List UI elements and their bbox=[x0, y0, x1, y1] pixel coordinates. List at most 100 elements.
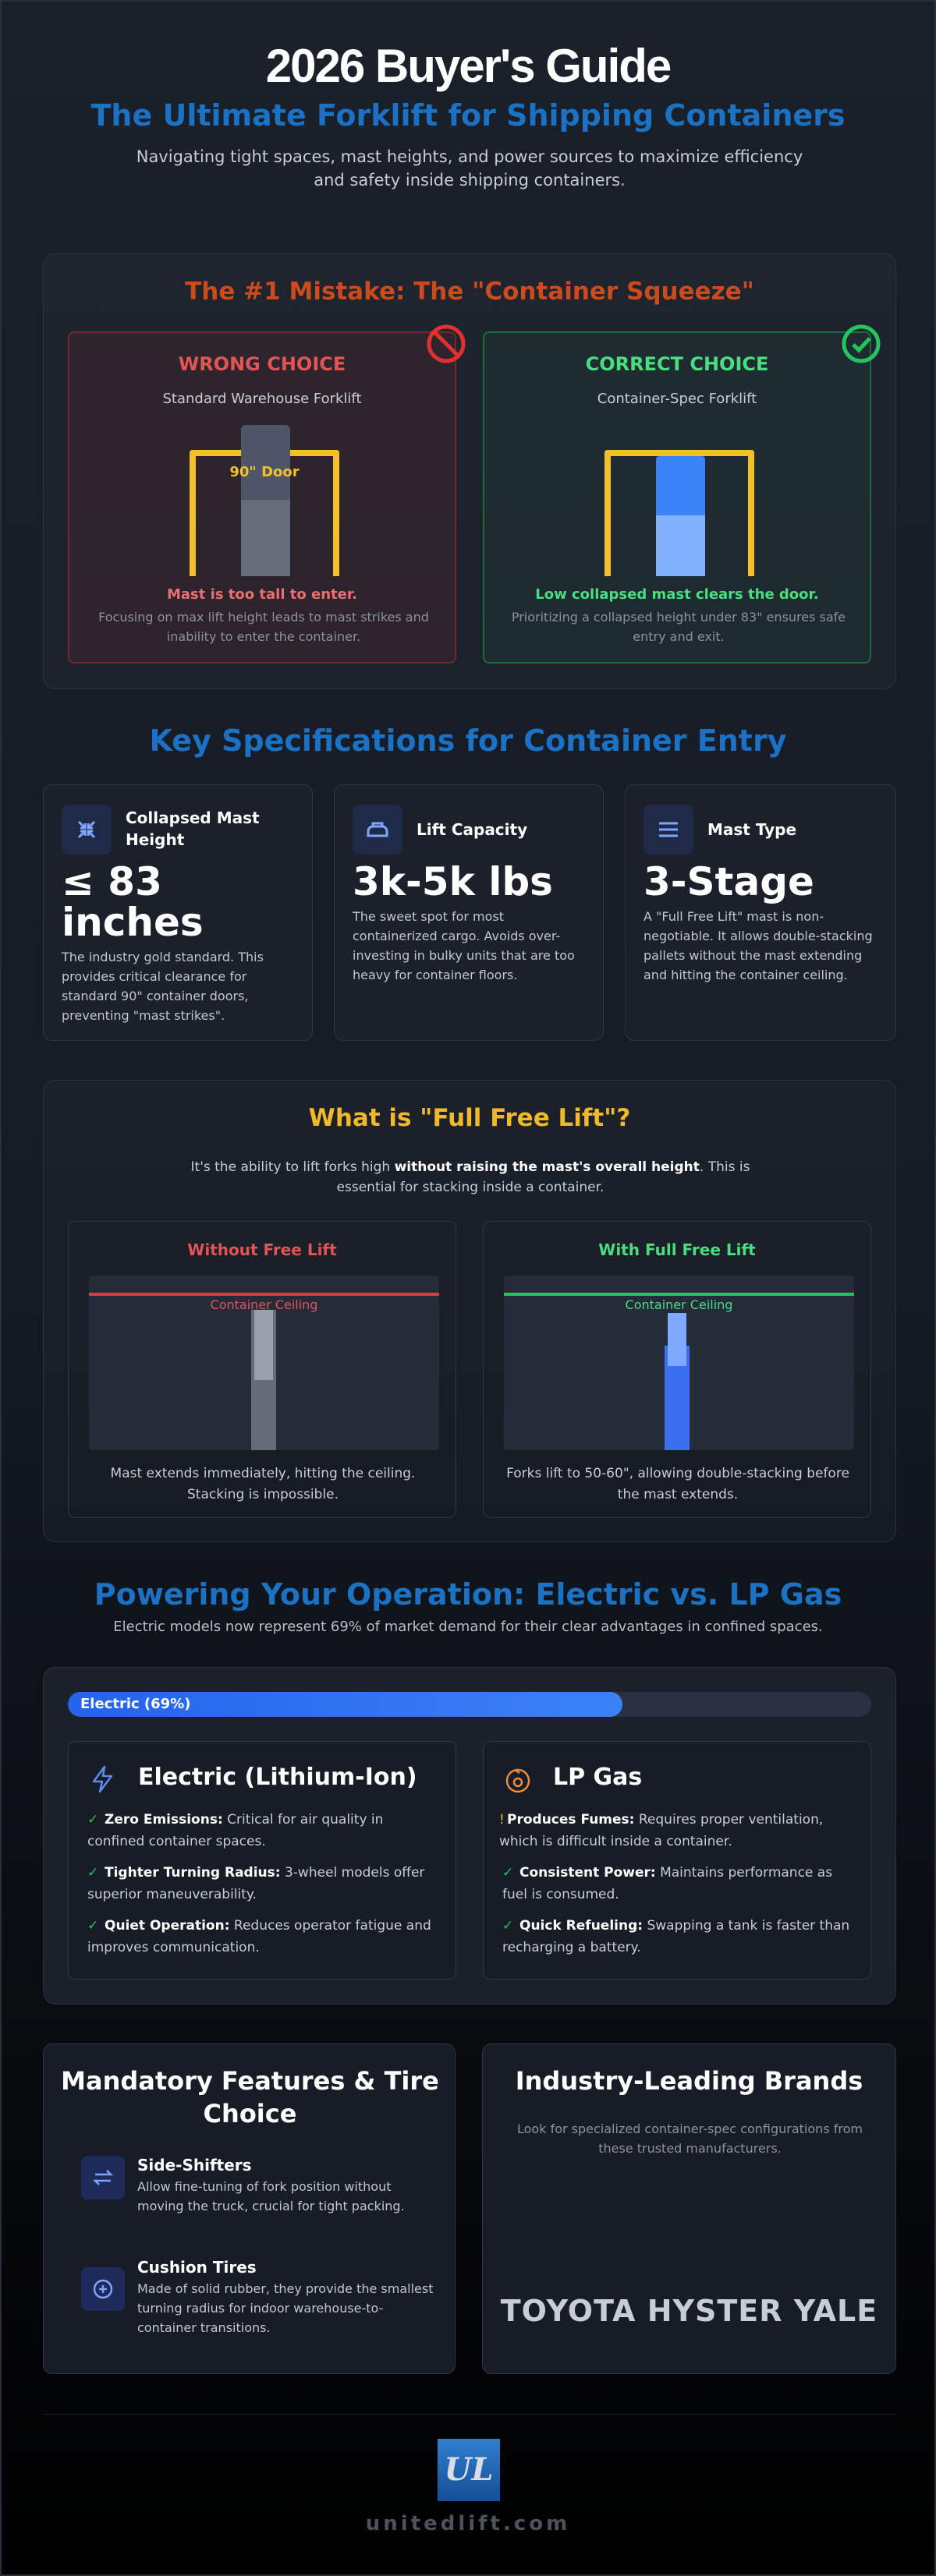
icon bbox=[81, 2267, 125, 2311]
mast-inner bbox=[254, 1310, 273, 1380]
free-lift-section: What is "Full Free Lift"? It's the abili… bbox=[43, 1080, 896, 1542]
door-frame bbox=[604, 450, 754, 576]
correct-card: CORRECT CHOICE Container-Spec Forklift L… bbox=[483, 331, 871, 663]
diagram: Container Ceiling bbox=[504, 1276, 854, 1450]
logo: UL bbox=[438, 2439, 500, 2501]
card-title: Mandatory Features & Tire Choice bbox=[61, 2066, 439, 2128]
icon: ✓ bbox=[502, 1865, 514, 1881]
label: CORRECT CHOICE bbox=[585, 353, 769, 375]
domain: unitedlift.com bbox=[365, 2512, 571, 2535]
title: 2026 Buyer's Guide bbox=[265, 40, 672, 92]
share-track: Electric (69%) bbox=[68, 1692, 871, 1717]
text: It's the ability to lift forks high bbox=[190, 1159, 395, 1175]
spec-value: ≤ 83 inches bbox=[62, 859, 204, 945]
emphasis: without raising the mast's overall heigh… bbox=[394, 1159, 700, 1175]
item: ✓ Tighter Turning Radius: 3-wheel models … bbox=[87, 1862, 438, 1905]
icon: ✓ bbox=[87, 1812, 99, 1828]
icon: ✓ bbox=[87, 1865, 99, 1881]
item-text: 3-wheel models offer superior maneuverab… bbox=[87, 1865, 425, 1902]
spec-value: 3-Stage bbox=[644, 859, 814, 904]
divider bbox=[43, 2414, 896, 2415]
power-section: Electric (69%) Electric (Lithium-Ion) ✓ Z… bbox=[43, 1667, 896, 2005]
item-text: Reduces operator fatigue and improves co… bbox=[87, 1918, 431, 1955]
item: ✓ Quiet Operation: Reduces operator fatig… bbox=[87, 1915, 438, 1959]
item-text: Requires proper ventilation, which is di… bbox=[499, 1812, 824, 1849]
caption: Mast extends immediately, hitting the ce… bbox=[110, 1466, 416, 1502]
mast-bottom bbox=[656, 515, 705, 576]
section-title: Powering Your Operation: Electric vs. LP… bbox=[94, 1577, 842, 1612]
icon bbox=[62, 805, 112, 855]
mast-top bbox=[241, 425, 290, 500]
spec-label: Mast Type bbox=[707, 820, 797, 839]
spec-note: A "Full Free Lift" mast is non-negotiabl… bbox=[644, 909, 873, 982]
card-title: Without Free Lift bbox=[187, 1240, 337, 1259]
option-card: Electric (Lithium-Ion) ✓ Zero Emissions: … bbox=[68, 1741, 456, 1980]
spec-label: Collapsed Mast Height bbox=[126, 809, 260, 849]
door-label: 90" Door bbox=[229, 464, 300, 480]
without-card: Without Free Lift Container Ceiling Mast… bbox=[68, 1221, 456, 1518]
section-title: The #1 Mistake: The "Container Squeeze" bbox=[185, 278, 754, 306]
correct-icon bbox=[842, 324, 881, 363]
item-title: Zero Emissions: bbox=[105, 1812, 223, 1828]
share-label: Electric (69%) bbox=[80, 1696, 191, 1712]
diagram: Container Ceiling bbox=[89, 1276, 439, 1450]
ceiling-label: Container Ceiling bbox=[210, 1297, 318, 1312]
spec-card: Collapsed Mast Height ≤ 83 inches The in… bbox=[43, 784, 313, 1041]
card-title: Industry-Leading Brands bbox=[515, 2066, 863, 2096]
brand: YALE bbox=[793, 2294, 878, 2328]
brand: TOYOTA bbox=[500, 2294, 636, 2328]
verdict: Mast is too tall to enter. bbox=[167, 586, 357, 603]
item-title: Tighter Turning Radius: bbox=[105, 1865, 281, 1881]
icon bbox=[353, 805, 402, 855]
mast-top bbox=[656, 456, 705, 515]
section-title: What is "Full Free Lift"? bbox=[308, 1104, 631, 1132]
item: ✓ Zero Emissions: Critical for air qualit… bbox=[87, 1809, 438, 1852]
item: ✓ Consistent Power: Maintains performance… bbox=[502, 1862, 853, 1905]
ceiling-label: Container Ceiling bbox=[625, 1297, 733, 1312]
label: Container-Spec Forklift bbox=[597, 391, 757, 407]
brands-card: Industry-Leading Brands Look for special… bbox=[482, 2043, 896, 2374]
subtitle: The Ultimate Forklift for Shipping Conta… bbox=[90, 98, 846, 133]
spec-value: 3k-5k lbs bbox=[353, 859, 553, 904]
mistake-section: The #1 Mistake: The "Container Squeeze" … bbox=[43, 253, 896, 689]
item-title: Produces Fumes: bbox=[507, 1812, 635, 1828]
item-title: Quiet Operation: bbox=[105, 1918, 230, 1934]
item-text: Swapping a tank is faster than rechargin… bbox=[502, 1918, 850, 1955]
item-title: Quick Refueling: bbox=[519, 1918, 644, 1934]
icon bbox=[505, 1768, 530, 1793]
features-card: Mandatory Features & Tire Choice Side-Sh… bbox=[43, 2043, 456, 2374]
spec-note: The sweet spot for most containerized ca… bbox=[353, 909, 575, 982]
verdict: Low collapsed mast clears the door. bbox=[535, 586, 819, 603]
spec-card: Lift Capacity 3k-5k lbs The sweet spot f… bbox=[334, 784, 604, 1041]
card-title: With Full Free Lift bbox=[598, 1240, 756, 1259]
icon bbox=[81, 2156, 125, 2199]
feature-text: Made of solid rubber, they provide the s… bbox=[137, 2281, 434, 2335]
note: Focusing on max lift height leads to mas… bbox=[98, 610, 429, 644]
forks bbox=[668, 1313, 686, 1366]
description: Look for specialized container-spec conf… bbox=[517, 2121, 863, 2156]
spec-card: Mast Type 3-Stage A "Full Free Lift" mas… bbox=[625, 784, 896, 1041]
feature-text: Allow fine-tuning of fork position witho… bbox=[137, 2179, 405, 2213]
icon: ! bbox=[499, 1812, 505, 1828]
section-subtitle: Electric models now represent 69% of mar… bbox=[113, 1619, 823, 1635]
brand-list: TOYOTA HYSTER YALE bbox=[483, 2294, 895, 2328]
description: Navigating tight spaces, mast heights, a… bbox=[136, 147, 803, 189]
spec-label: Lift Capacity bbox=[417, 820, 528, 839]
item-text: Maintains performance as fuel is consume… bbox=[502, 1865, 833, 1902]
brand: HYSTER bbox=[647, 2294, 783, 2328]
item: ! Produces Fumes: Requires proper ventila… bbox=[499, 1809, 850, 1852]
spec-note: The industry gold standard. This provide… bbox=[62, 950, 264, 1023]
icon: ✓ bbox=[502, 1918, 514, 1934]
share-bar bbox=[68, 1692, 622, 1717]
wrong-icon bbox=[427, 324, 466, 363]
mast-bottom bbox=[241, 500, 290, 576]
icon bbox=[644, 805, 693, 855]
intro: It's the ability to lift forks high with… bbox=[168, 1157, 772, 1198]
label: WRONG CHOICE bbox=[178, 353, 346, 375]
note: Prioritizing a collapsed height under 83… bbox=[511, 610, 846, 644]
label: Standard Warehouse Forklift bbox=[162, 391, 362, 407]
caption: Forks lift to 50-60", allowing double-st… bbox=[506, 1466, 849, 1502]
ceiling-line bbox=[504, 1293, 854, 1296]
option-name: Electric (Lithium-Ion) bbox=[138, 1764, 417, 1791]
